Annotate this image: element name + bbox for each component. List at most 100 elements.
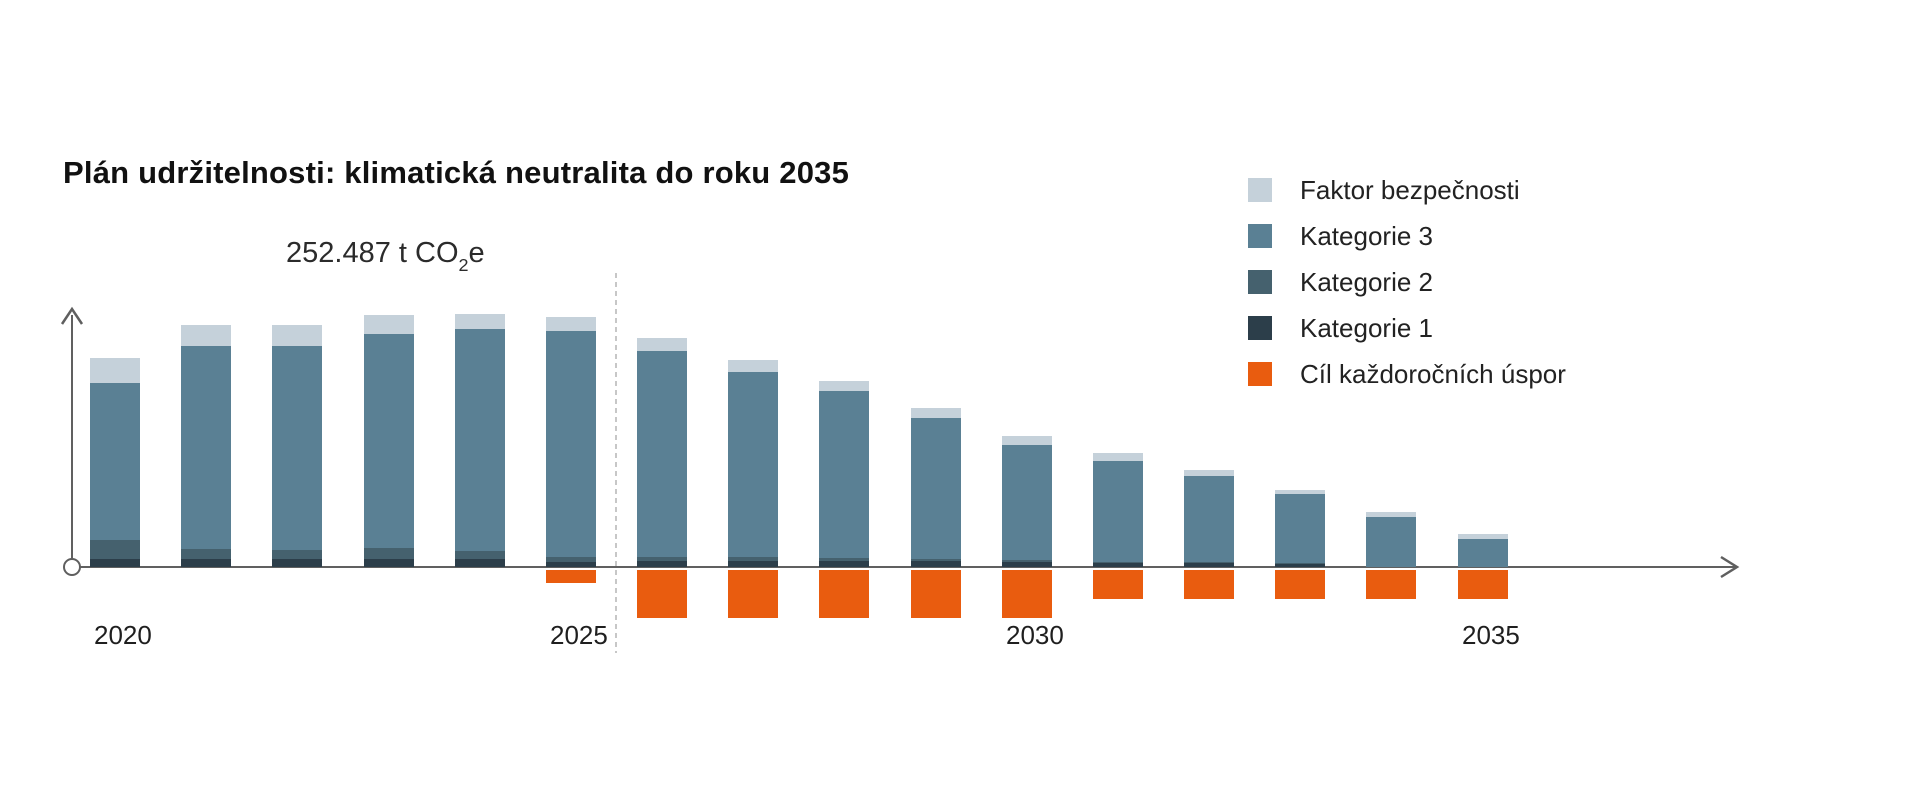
bar-2032-c-l-ka-doro-n-ch-spor <box>1184 569 1235 599</box>
legend-label: Kategorie 1 <box>1300 312 1433 343</box>
legend-item-savings-target: Cíl každoročních úspor <box>1248 359 1566 389</box>
bar-2022-kategorie-3 <box>272 346 323 550</box>
bar-2025-kategorie-3 <box>545 331 596 557</box>
bar-2028-c-l-ka-doro-n-ch-spor <box>819 569 870 618</box>
bar-2032-kategorie-3 <box>1184 476 1235 562</box>
bar-2025-kategorie-1 <box>545 562 596 567</box>
bar-2027-kategorie-2 <box>728 557 779 561</box>
bar-2025-c-l-ka-doro-n-ch-spor <box>545 569 596 583</box>
bar-2029-faktor-bezpe-nosti <box>910 408 961 418</box>
bar-2035-kategorie-3 <box>1457 539 1508 567</box>
bar-2029-kategorie-3 <box>910 418 961 559</box>
y-axis-arrow-up-icon <box>60 306 84 325</box>
bar-2027-kategorie-3 <box>728 372 779 557</box>
x-tick-2020: 2020 <box>94 620 152 650</box>
bar-2032-kategorie-2 <box>1184 562 1235 563</box>
bar-2023-kategorie-2 <box>363 548 414 559</box>
bar-2023-kategorie-3 <box>363 334 414 548</box>
bar-2026-c-l-ka-doro-n-ch-spor <box>637 569 688 618</box>
bar-2035-faktor-bezpe-nosti <box>1457 534 1508 539</box>
x-tick-2030: 2030 <box>1006 620 1064 650</box>
bar-2030-kategorie-1 <box>1001 562 1052 567</box>
bar-2024-faktor-bezpe-nosti <box>454 314 505 329</box>
bar-2034-c-l-ka-doro-n-ch-spor <box>1366 569 1417 599</box>
peak-value-unit-tail: e <box>468 237 485 269</box>
bar-2033-kategorie-1 <box>1275 564 1326 567</box>
bar-2029-c-l-ka-doro-n-ch-spor <box>910 569 961 618</box>
bar-2029-kategorie-2 <box>910 559 961 561</box>
bar-2021-kategorie-3 <box>181 346 232 549</box>
bar-2030-faktor-bezpe-nosti <box>1001 436 1052 445</box>
bar-2032-faktor-bezpe-nosti <box>1184 470 1235 476</box>
bar-2024-kategorie-1 <box>454 559 505 567</box>
legend-swatch-kategorie-3 <box>1248 224 1272 248</box>
legend-swatch-kategorie-2 <box>1248 270 1272 294</box>
legend-swatch-kategorie-1 <box>1248 316 1272 340</box>
bar-2034-faktor-bezpe-nosti <box>1366 512 1417 517</box>
bar-2020-kategorie-1 <box>90 559 140 567</box>
legend-label: Kategorie 3 <box>1300 220 1433 251</box>
bar-2021-faktor-bezpe-nosti <box>181 325 232 346</box>
bar-2032-kategorie-1 <box>1184 563 1235 567</box>
bar-2033-kategorie-2 <box>1275 563 1326 564</box>
bar-2028-faktor-bezpe-nosti <box>819 381 870 391</box>
bar-2024-kategorie-3 <box>454 329 505 551</box>
peak-value-label: 252.487 t CO2e <box>286 237 485 275</box>
bar-2028-kategorie-2 <box>819 558 870 561</box>
bar-2021-kategorie-1 <box>181 559 232 567</box>
legend-label: Cíl každoročních úspor <box>1300 358 1566 389</box>
peak-value-unit-subscript: 2 <box>458 254 469 275</box>
bar-2021-kategorie-2 <box>181 549 232 559</box>
legend-item-kategorie-3: Kategorie 3 <box>1248 221 1566 251</box>
bar-2024-kategorie-2 <box>454 551 505 559</box>
bar-2028-kategorie-1 <box>819 561 870 567</box>
bar-2020-kategorie-2 <box>90 540 140 559</box>
bar-2030-kategorie-3 <box>1001 445 1052 560</box>
legend-label: Faktor bezpečnosti <box>1300 174 1520 205</box>
x-axis-line <box>80 566 1736 568</box>
legend-item-safety: Faktor bezpečnosti <box>1248 175 1566 205</box>
legend: Faktor bezpečnosti Kategorie 3 Kategorie… <box>1248 175 1566 408</box>
bar-2031-faktor-bezpe-nosti <box>1092 453 1143 461</box>
bar-2025-faktor-bezpe-nosti <box>545 317 596 331</box>
bar-2020-kategorie-3 <box>90 383 140 540</box>
bar-2030-kategorie-2 <box>1001 560 1052 562</box>
bar-2031-kategorie-2 <box>1092 562 1143 563</box>
bar-2031-kategorie-3 <box>1092 461 1143 562</box>
bar-2033-c-l-ka-doro-n-ch-spor <box>1275 569 1326 599</box>
divider-2025-dashed-line <box>615 273 617 653</box>
bar-2022-kategorie-2 <box>272 550 323 559</box>
bar-2027-kategorie-1 <box>728 561 779 567</box>
bar-2026-kategorie-3 <box>637 351 688 557</box>
bar-2030-c-l-ka-doro-n-ch-spor <box>1001 569 1052 618</box>
bar-2022-kategorie-1 <box>272 559 323 567</box>
bar-2031-kategorie-1 <box>1092 563 1143 567</box>
bar-2028-kategorie-3 <box>819 391 870 558</box>
bar-2027-c-l-ka-doro-n-ch-spor <box>728 569 779 618</box>
bar-2023-faktor-bezpe-nosti <box>363 315 414 334</box>
legend-item-kategorie-2: Kategorie 2 <box>1248 267 1566 297</box>
chart-title: Plán udržitelnosti: klimatická neutralit… <box>63 155 850 190</box>
bar-2022-faktor-bezpe-nosti <box>272 325 323 346</box>
bar-2029-kategorie-1 <box>910 561 961 567</box>
origin-marker <box>63 558 81 576</box>
bar-2027-faktor-bezpe-nosti <box>728 360 779 372</box>
bar-2026-faktor-bezpe-nosti <box>637 338 688 351</box>
bar-2026-kategorie-1 <box>637 561 688 567</box>
bar-2026-kategorie-2 <box>637 557 688 561</box>
peak-value-number: 252.487 <box>286 237 391 269</box>
x-tick-2025: 2025 <box>550 620 608 650</box>
legend-swatch-safety <box>1248 178 1272 202</box>
bar-2023-kategorie-1 <box>363 559 414 567</box>
legend-label: Kategorie 2 <box>1300 266 1433 297</box>
bar-2033-faktor-bezpe-nosti <box>1275 490 1326 494</box>
bar-2034-kategorie-3 <box>1366 517 1417 567</box>
bar-2033-kategorie-3 <box>1275 494 1326 563</box>
bar-2020-faktor-bezpe-nosti <box>90 358 140 383</box>
bar-2025-kategorie-2 <box>545 557 596 562</box>
legend-item-kategorie-1: Kategorie 1 <box>1248 313 1566 343</box>
x-axis-arrow-right-icon <box>1720 555 1740 579</box>
x-tick-2035: 2035 <box>1462 620 1520 650</box>
legend-swatch-savings-target <box>1248 362 1272 386</box>
